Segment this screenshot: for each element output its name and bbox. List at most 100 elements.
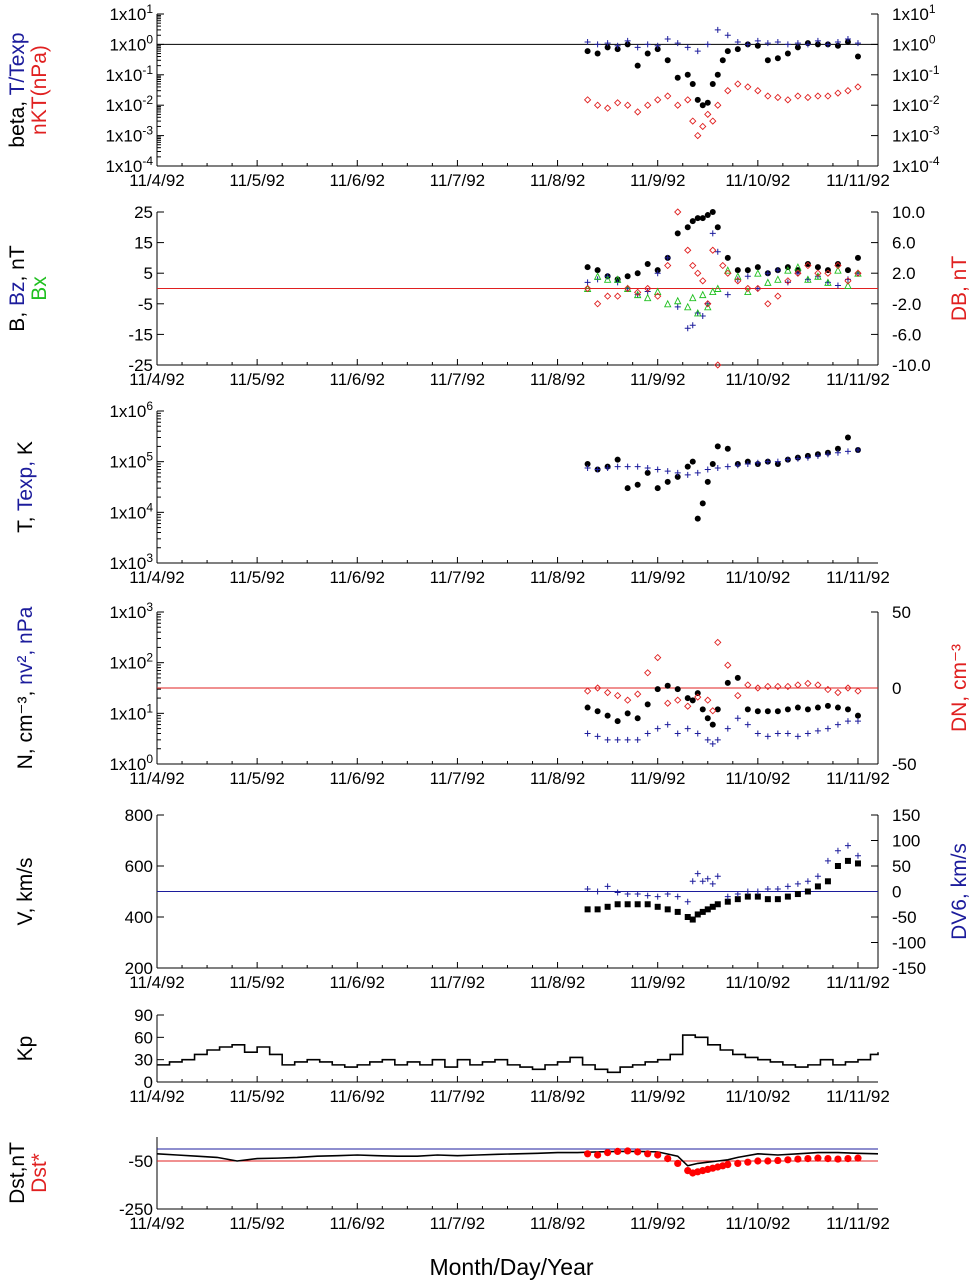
data-point xyxy=(674,101,682,109)
data-point xyxy=(594,733,601,740)
data-point xyxy=(834,42,841,49)
x-tick-label: 11/8/92 xyxy=(530,769,585,788)
data-point xyxy=(704,41,711,48)
data-point xyxy=(754,459,761,466)
tick-exponent: -4 xyxy=(142,154,153,168)
series-T/Texp xyxy=(584,26,861,55)
data-point xyxy=(654,1151,662,1159)
data-point xyxy=(794,681,802,689)
y-axis-title-part: T, xyxy=(14,511,37,533)
data-point xyxy=(704,906,711,913)
data-point xyxy=(804,878,811,885)
y-axis-title-part: beta, xyxy=(6,95,29,147)
data-point xyxy=(714,464,721,471)
data-point xyxy=(834,704,841,711)
data-point xyxy=(594,267,601,274)
data-point xyxy=(794,733,801,740)
x-tick-label: 11/9/92 xyxy=(630,370,685,389)
series-nkT xyxy=(583,80,862,140)
data-point xyxy=(854,860,861,867)
tick-exponent: 6 xyxy=(146,399,153,413)
series-B xyxy=(584,209,861,283)
data-point xyxy=(584,264,591,271)
tick-label: 1x103 xyxy=(109,551,153,573)
data-point xyxy=(774,458,781,465)
data-point xyxy=(674,469,681,476)
data-point xyxy=(824,725,831,732)
data-point xyxy=(604,903,611,910)
data-point xyxy=(664,478,671,485)
data-point xyxy=(694,870,701,877)
data-point xyxy=(844,277,852,285)
tick-base: 1x10 xyxy=(109,755,146,774)
data-point xyxy=(844,684,852,692)
x-tick-label: 11/9/92 xyxy=(630,1214,685,1233)
data-point xyxy=(614,276,621,283)
data-point xyxy=(594,50,601,57)
tick-base: 1x10 xyxy=(109,503,146,522)
x-tick-label: 11/5/92 xyxy=(229,370,284,389)
data-point xyxy=(764,300,772,308)
data-point xyxy=(804,454,811,461)
tick-label: 200 xyxy=(125,959,153,978)
data-point xyxy=(584,464,591,471)
data-point xyxy=(714,248,721,255)
x-tick-label: 11/11/92 xyxy=(826,1087,890,1106)
data-point xyxy=(784,41,791,48)
panel-beta: 11/4/92 11/5/92 11/6/92 11/7/92 11/8/92 11/9/… xyxy=(6,2,940,190)
data-point xyxy=(734,38,741,45)
data-point xyxy=(844,1155,852,1163)
data-point xyxy=(699,290,707,299)
data-point xyxy=(704,478,711,485)
y2-axis-title: DB, nT xyxy=(948,256,971,322)
data-point xyxy=(614,463,621,470)
data-point xyxy=(824,878,831,885)
series-DN xyxy=(583,638,862,715)
x-tick-label: 11/4/92 xyxy=(129,1214,184,1233)
x-tick-label: 11/8/92 xyxy=(530,370,585,389)
x-tick-label: 11/6/92 xyxy=(330,1214,385,1233)
tick-label: 1x10-2 xyxy=(105,93,153,115)
data-point xyxy=(844,857,851,864)
data-point xyxy=(814,1154,822,1162)
tick-base: 1x10 xyxy=(105,157,142,176)
x-tick-label: 11/10/92 xyxy=(725,370,790,389)
data-point xyxy=(824,41,831,48)
data-point xyxy=(784,706,791,713)
data-point xyxy=(814,883,821,890)
data-point xyxy=(814,272,822,280)
data-point xyxy=(614,456,621,463)
data-point xyxy=(704,715,711,722)
data-point xyxy=(614,46,621,53)
data-point xyxy=(674,74,681,81)
data-point xyxy=(624,463,631,470)
series-Bz xyxy=(584,230,861,332)
x-tick-label: 11/5/92 xyxy=(229,1214,284,1233)
data-point xyxy=(684,71,691,78)
tick-base: 1x10 xyxy=(109,402,146,421)
data-point xyxy=(844,87,852,95)
data-point xyxy=(633,290,642,299)
data-point xyxy=(604,736,611,743)
data-point xyxy=(694,269,702,277)
data-point xyxy=(684,224,691,231)
panel-Kp: 11/4/92 11/5/92 11/6/92 11/7/92 11/8/92 11/9/… xyxy=(14,1006,890,1106)
tick-label: 15 xyxy=(134,234,153,253)
data-point xyxy=(684,695,691,702)
data-point xyxy=(694,469,701,476)
data-point xyxy=(824,451,831,458)
data-point xyxy=(684,246,692,254)
data-point xyxy=(724,269,732,277)
data-point xyxy=(794,880,801,887)
data-point xyxy=(603,292,612,300)
data-point xyxy=(709,880,716,887)
x-tick-label: 11/8/92 xyxy=(530,171,585,190)
tick-label: 0 xyxy=(144,1073,153,1092)
data-point xyxy=(744,888,751,895)
data-point xyxy=(594,906,601,913)
x-tick-label: 11/6/92 xyxy=(330,769,385,788)
data-point xyxy=(804,93,812,102)
tick-label: 1x10-4 xyxy=(892,154,940,176)
data-point xyxy=(644,41,651,48)
data-point xyxy=(724,266,732,274)
